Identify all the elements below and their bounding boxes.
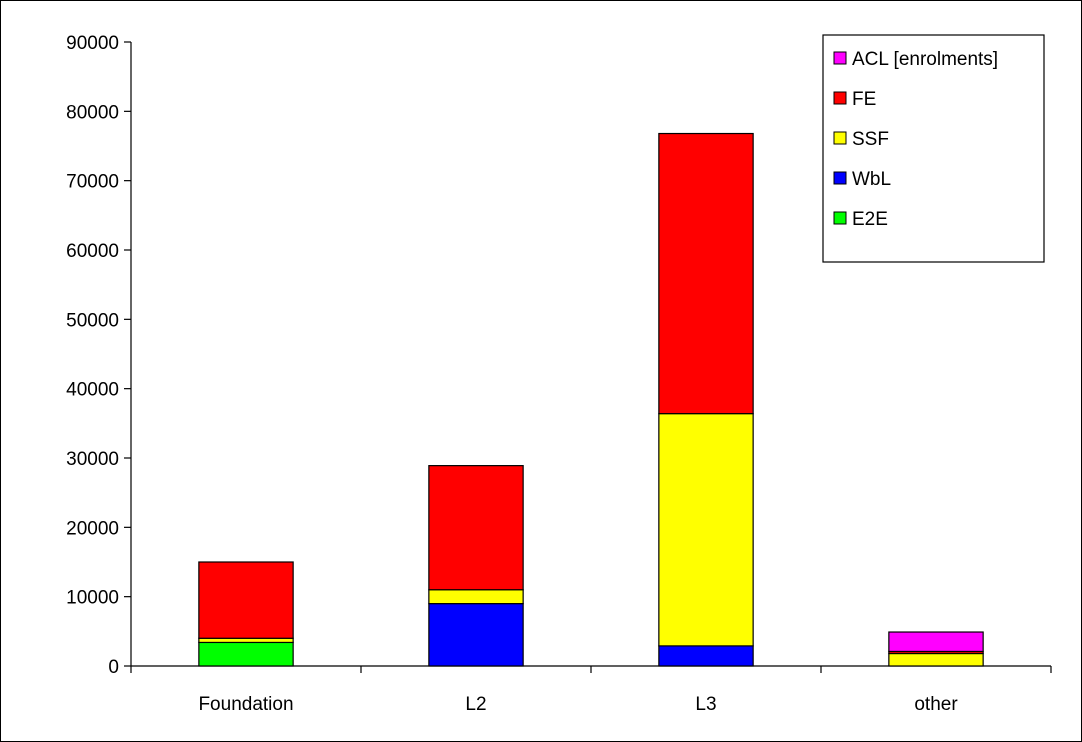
bar-l3-fe — [658, 132, 754, 415]
y-axis: 0 10000 20000 30000 40000 50000 60000 70000 8000… — [66, 33, 132, 678]
bar-other-acl — [888, 631, 984, 653]
legend-box — [822, 34, 1045, 263]
bar-l3-ssf — [658, 413, 754, 647]
y-tick-label: 50000 — [66, 310, 119, 331]
x-tick-label-l3: L3 — [695, 694, 716, 715]
bar-other-ssf — [888, 652, 984, 667]
legend-swatch-acl — [833, 51, 847, 65]
legend-swatch-e2e — [833, 211, 847, 225]
y-tick-label: 90000 — [66, 33, 119, 54]
bar-foundation-ssf — [198, 637, 294, 644]
bar-foundation-e2e — [198, 641, 294, 667]
legend-swatch-ssf — [833, 131, 847, 145]
legend-label-e2e: E2E — [852, 209, 888, 230]
y-tick-label: 40000 — [66, 380, 119, 401]
y-tick-label: 80000 — [66, 102, 119, 123]
y-tick-label: 60000 — [66, 241, 119, 262]
y-tick-label: 70000 — [66, 172, 119, 193]
bar-l3-wbl — [658, 645, 754, 667]
bar-l2-wbl — [428, 602, 524, 667]
legend-swatch-wbl — [833, 171, 847, 185]
y-tick-label: 30000 — [66, 449, 119, 470]
bar-foundation-fe — [198, 561, 294, 639]
legend-label-ssf: SSF — [852, 129, 889, 150]
x-tick-label-other: other — [914, 694, 958, 715]
x-tick-label-l2: L2 — [465, 694, 486, 715]
y-tick-label: 20000 — [66, 518, 119, 539]
bars — [198, 132, 984, 667]
legend-label-fe: FE — [852, 89, 876, 110]
legend-label-acl: ACL [enrolments] — [852, 49, 998, 70]
x-axis: Foundation L2 L3 other — [130, 665, 1052, 715]
legend-swatch-fe — [833, 91, 847, 105]
y-tick-label: 10000 — [66, 588, 119, 609]
legend-label-wbl: WbL — [852, 169, 891, 190]
bar-l2-ssf — [428, 589, 524, 605]
x-tick-label-foundation: Foundation — [198, 694, 293, 715]
bar-l2-fe — [428, 465, 524, 591]
legend: ACL [enrolments] FE SSF WbL E2E — [822, 34, 1045, 263]
y-tick-label: 0 — [108, 657, 119, 678]
